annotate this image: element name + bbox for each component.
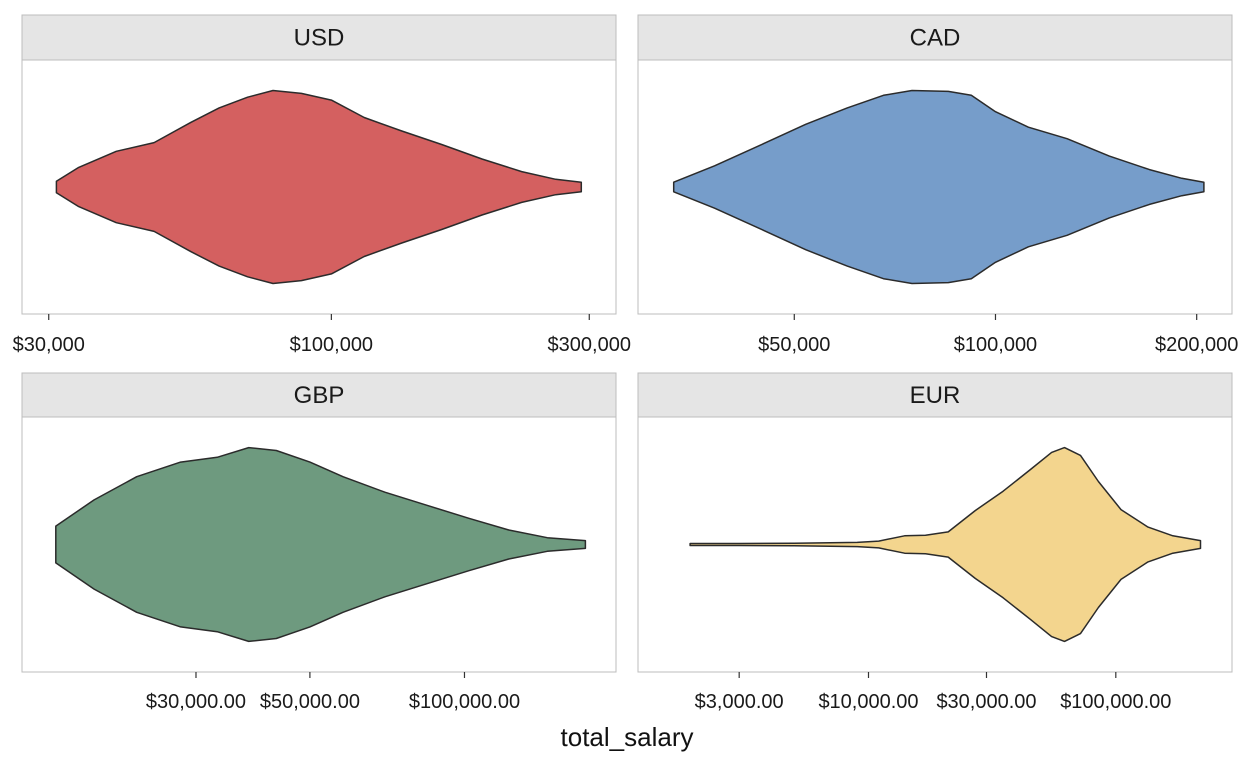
x-tick-label-gbp: $50,000.00 (260, 691, 360, 713)
strip-usd (21, 14, 617, 61)
x-tick-label-gbp: $100,000.00 (409, 691, 520, 713)
x-tick-label-cad: $100,000 (954, 334, 1037, 356)
violin-eur (689, 446, 1202, 643)
x-tick-label-eur: $10,000.00 (818, 691, 918, 713)
strip-label-gbp: GBP (294, 382, 345, 409)
x-tick-label-usd: $300,000 (548, 334, 631, 356)
x-tick-label-eur: $100,000.00 (1060, 691, 1171, 713)
violin-cad (672, 89, 1205, 285)
x-tick-label-gbp: $30,000.00 (146, 691, 246, 713)
x-tick-label-usd: $100,000 (290, 334, 373, 356)
violin-usd (55, 89, 583, 285)
strip-gbp (21, 372, 617, 418)
strip-label-eur: EUR (910, 382, 961, 409)
x-axis-title: total_salary (561, 722, 694, 752)
violin-gbp (55, 446, 587, 643)
panel-usd: USD $30,000 $100,000 $300,000 (13, 14, 631, 356)
panel-cad: CAD $50,000 $100,000 $200,000 (637, 14, 1238, 356)
strip-eur (637, 372, 1233, 418)
x-tick-label-usd: $30,000 (13, 334, 85, 356)
x-tick-label-cad: $200,000 (1155, 334, 1238, 356)
x-tick-label-eur: $30,000.00 (936, 691, 1036, 713)
x-tick-label-cad: $50,000 (758, 334, 830, 356)
strip-cad (637, 14, 1233, 61)
strip-label-usd: USD (294, 25, 345, 52)
panel-eur: EUR $3,000.00 $10,000.00 $30,000.00 $100,000… (637, 372, 1233, 713)
x-tick-label-eur: $3,000.00 (695, 691, 784, 713)
panel-gbp: GBP $30,000.00 $50,000.00 $100,000.00 (21, 372, 617, 713)
strip-label-cad: CAD (910, 25, 961, 52)
